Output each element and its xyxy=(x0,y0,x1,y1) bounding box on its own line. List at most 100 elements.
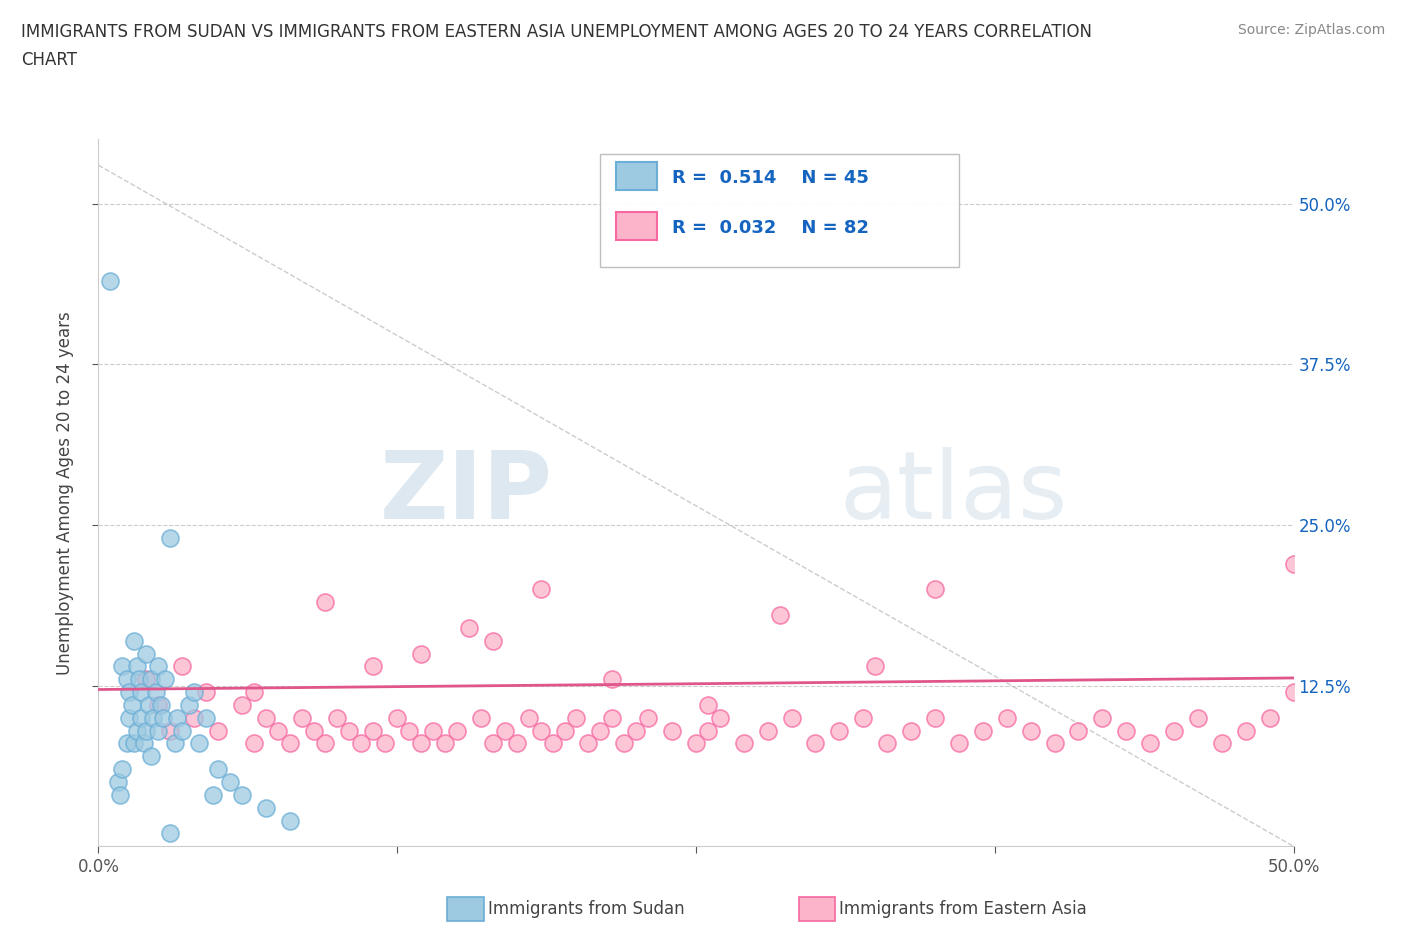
Point xyxy=(148,724,170,738)
Point xyxy=(194,684,218,699)
Point xyxy=(115,736,138,751)
Point xyxy=(446,724,468,738)
Point xyxy=(163,736,186,751)
Point xyxy=(924,582,946,597)
Point xyxy=(1115,724,1137,738)
Point xyxy=(131,711,153,725)
Point xyxy=(363,659,385,674)
Point xyxy=(207,724,229,738)
Point xyxy=(852,711,875,725)
Point xyxy=(125,659,148,674)
Point xyxy=(339,724,360,738)
Point xyxy=(541,736,564,751)
Point xyxy=(187,736,209,751)
Point xyxy=(470,711,492,725)
Point xyxy=(972,724,994,738)
Point xyxy=(804,736,827,751)
Point xyxy=(385,711,409,725)
Point xyxy=(118,684,141,699)
Point xyxy=(148,659,170,674)
Y-axis label: Unemployment Among Ages 20 to 24 years: Unemployment Among Ages 20 to 24 years xyxy=(56,311,75,675)
Point xyxy=(111,659,134,674)
Point xyxy=(506,736,529,751)
Point xyxy=(135,671,157,686)
Point xyxy=(125,724,148,738)
Point xyxy=(115,671,138,686)
Point xyxy=(278,736,301,751)
Point xyxy=(155,671,177,686)
Point xyxy=(529,724,551,738)
Point xyxy=(626,724,648,738)
Point xyxy=(315,736,337,751)
Point xyxy=(278,813,301,828)
Point xyxy=(481,736,505,751)
Point xyxy=(363,724,385,738)
Point xyxy=(863,659,887,674)
Point xyxy=(433,736,456,751)
Point xyxy=(1211,736,1233,751)
Point xyxy=(124,633,146,648)
Point xyxy=(98,273,122,288)
Point xyxy=(179,698,201,712)
Point xyxy=(1139,736,1161,751)
Point xyxy=(159,530,181,545)
Point xyxy=(398,724,420,738)
Point xyxy=(529,582,551,597)
Point xyxy=(194,711,218,725)
Point xyxy=(219,775,242,790)
Text: Immigrants from Eastern Asia: Immigrants from Eastern Asia xyxy=(839,899,1087,918)
Point xyxy=(458,620,481,635)
Point xyxy=(350,736,373,751)
Point xyxy=(924,711,946,725)
Point xyxy=(697,724,720,738)
Point xyxy=(231,788,253,803)
Point xyxy=(166,711,188,725)
Point xyxy=(1234,724,1257,738)
Point xyxy=(374,736,396,751)
Point xyxy=(145,684,167,699)
Text: Immigrants from Sudan: Immigrants from Sudan xyxy=(488,899,685,918)
Point xyxy=(243,736,266,751)
Point xyxy=(1019,724,1042,738)
Point xyxy=(709,711,731,725)
Point xyxy=(152,711,174,725)
Point xyxy=(422,724,444,738)
Point xyxy=(172,724,194,738)
Point xyxy=(1258,711,1281,725)
Point xyxy=(697,698,720,712)
Point xyxy=(554,724,576,738)
Point xyxy=(1091,711,1114,725)
FancyBboxPatch shape xyxy=(616,162,657,191)
Point xyxy=(138,698,160,712)
Point xyxy=(756,724,779,738)
Point xyxy=(637,711,659,725)
Point xyxy=(159,724,181,738)
Point xyxy=(602,671,624,686)
Point xyxy=(1067,724,1090,738)
Text: R =  0.514    N = 45: R = 0.514 N = 45 xyxy=(672,169,869,187)
Point xyxy=(828,724,851,738)
Point xyxy=(768,607,790,622)
Point xyxy=(172,659,194,674)
Point xyxy=(1043,736,1066,751)
Point xyxy=(142,711,165,725)
Point xyxy=(576,736,599,751)
Text: atlas: atlas xyxy=(839,447,1067,538)
Point xyxy=(107,775,129,790)
Text: ZIP: ZIP xyxy=(380,447,553,538)
Point xyxy=(995,711,1018,725)
Point xyxy=(900,724,922,738)
Point xyxy=(315,594,337,609)
Point xyxy=(108,788,131,803)
Point xyxy=(183,684,205,699)
Point xyxy=(149,698,172,712)
Point xyxy=(183,711,205,725)
Text: Source: ZipAtlas.com: Source: ZipAtlas.com xyxy=(1237,23,1385,37)
Point xyxy=(135,646,157,661)
Point xyxy=(139,671,162,686)
Point xyxy=(121,698,143,712)
Point xyxy=(326,711,349,725)
Point xyxy=(291,711,314,725)
Point xyxy=(243,684,266,699)
Point xyxy=(159,826,181,841)
